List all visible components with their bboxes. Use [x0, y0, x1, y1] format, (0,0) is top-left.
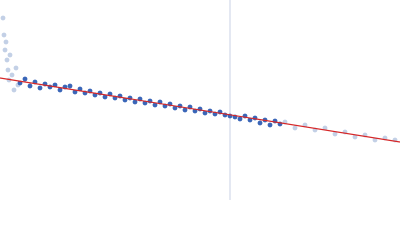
page: {"chart_data": {"type": "scatter", "xlim…	[0, 0, 400, 200]
data-point	[67, 83, 73, 89]
data-point	[3, 39, 9, 45]
data-point	[202, 110, 208, 116]
data-point	[182, 107, 188, 113]
data-point	[292, 125, 298, 131]
data-point	[237, 116, 243, 122]
data-point	[4, 57, 10, 63]
data-point	[11, 87, 17, 93]
data-point	[72, 89, 78, 95]
data-point	[152, 102, 158, 108]
data-point	[2, 47, 8, 53]
data-point	[257, 120, 263, 126]
data-point	[322, 125, 328, 131]
data-point	[372, 137, 378, 143]
data-point	[102, 94, 108, 100]
data-point	[122, 97, 128, 103]
data-point	[132, 99, 138, 105]
data-point	[13, 65, 19, 71]
data-point	[37, 85, 43, 91]
data-point	[1, 32, 7, 38]
data-point	[22, 76, 28, 82]
chart	[0, 0, 400, 200]
data-point	[0, 15, 6, 21]
data-point	[9, 72, 15, 78]
data-point	[247, 117, 253, 123]
data-point	[352, 134, 358, 140]
data-point	[5, 67, 11, 73]
data-point	[7, 52, 13, 58]
data-point	[172, 105, 178, 111]
fit-line	[0, 77, 400, 143]
data-point	[57, 87, 63, 93]
data-point	[27, 83, 33, 89]
data-point	[267, 122, 273, 128]
data-point	[332, 131, 338, 137]
